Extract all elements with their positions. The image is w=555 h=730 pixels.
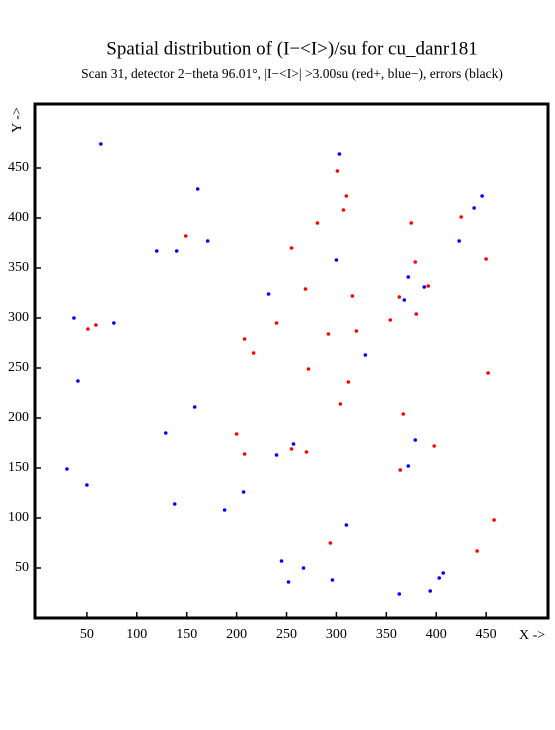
point: [486, 371, 490, 375]
point: [406, 464, 411, 468]
point: [330, 578, 335, 582]
plot-frame: [33, 102, 550, 620]
point: [205, 239, 210, 243]
y-tick-label: 400: [8, 210, 29, 225]
y-tick-label: 150: [8, 460, 29, 475]
point: [398, 468, 403, 472]
point: [337, 152, 342, 156]
point: [241, 490, 246, 494]
point: [274, 453, 279, 457]
point: [289, 447, 294, 451]
point: [459, 215, 463, 219]
point: [301, 566, 306, 570]
point: [475, 549, 479, 553]
point: [274, 321, 279, 325]
point: [242, 452, 247, 456]
point: [154, 249, 159, 253]
chart-title: Spatial distribution of (I−<I>)/su for c…: [106, 38, 477, 59]
y-tick-label: 450: [8, 160, 29, 175]
point: [76, 379, 80, 383]
point: [437, 576, 442, 580]
point: [86, 327, 90, 331]
point: [406, 275, 411, 279]
y-tick-label: 200: [8, 410, 29, 425]
point: [341, 208, 346, 212]
point: [289, 246, 294, 250]
point: [472, 206, 476, 210]
point: [174, 249, 179, 253]
y-tick-label: 100: [8, 510, 29, 525]
chart-subtitle: Scan 31, detector 2−theta 96.01°, |I−<I>…: [81, 66, 503, 81]
x-tick-label: 100: [126, 627, 147, 642]
point: [480, 194, 484, 198]
point: [484, 257, 488, 261]
point: [363, 353, 368, 357]
point: [350, 294, 355, 298]
point: [326, 332, 331, 336]
point: [99, 142, 103, 146]
point: [163, 431, 168, 435]
point: [85, 483, 89, 487]
point: [409, 221, 414, 225]
y-tick-label: 300: [8, 310, 29, 325]
point: [335, 169, 340, 173]
x-tick-label: 400: [426, 627, 447, 642]
point: [195, 187, 200, 191]
x-axis-label: X ->: [519, 628, 545, 643]
y-tick-label: 250: [8, 360, 29, 375]
point: [413, 438, 418, 442]
point: [426, 284, 431, 288]
point: [457, 239, 461, 243]
point: [192, 405, 197, 409]
x-tick-label: 50: [80, 627, 94, 642]
point: [492, 518, 496, 522]
point: [397, 592, 402, 596]
point: [401, 412, 406, 416]
point: [338, 402, 343, 406]
point: [328, 541, 333, 545]
y-tick-label: 350: [8, 260, 29, 275]
point: [183, 234, 188, 238]
point: [279, 559, 284, 563]
point: [251, 351, 256, 355]
point: [402, 298, 407, 302]
point: [432, 444, 437, 448]
x-tick-label: 200: [226, 627, 247, 642]
point: [303, 287, 308, 291]
x-tick-label: 250: [276, 627, 297, 642]
y-axis-label: Y ->: [10, 107, 25, 133]
point: [346, 380, 351, 384]
point: [422, 285, 427, 289]
x-tick-label: 150: [176, 627, 197, 642]
point: [315, 221, 320, 225]
point: [354, 329, 359, 333]
point: [286, 580, 291, 584]
point: [234, 432, 239, 436]
point: [72, 316, 76, 320]
point: [65, 467, 69, 471]
point: [242, 337, 247, 341]
point: [413, 260, 418, 264]
point: [304, 450, 309, 454]
x-tick-label: 350: [376, 627, 397, 642]
point: [306, 367, 311, 371]
point: [441, 571, 446, 575]
point: [334, 258, 339, 262]
point: [344, 194, 349, 198]
y-tick-label: 50: [15, 560, 29, 575]
point: [172, 502, 177, 506]
x-tick-label: 450: [476, 627, 497, 642]
point: [397, 295, 402, 299]
point: [414, 312, 419, 316]
point: [222, 508, 227, 512]
x-tick-label: 300: [326, 627, 347, 642]
point: [428, 589, 433, 593]
point: [94, 323, 98, 327]
point: [266, 292, 271, 296]
point: [112, 321, 116, 325]
point: [388, 318, 393, 322]
point: [344, 523, 349, 527]
point: [291, 442, 296, 446]
